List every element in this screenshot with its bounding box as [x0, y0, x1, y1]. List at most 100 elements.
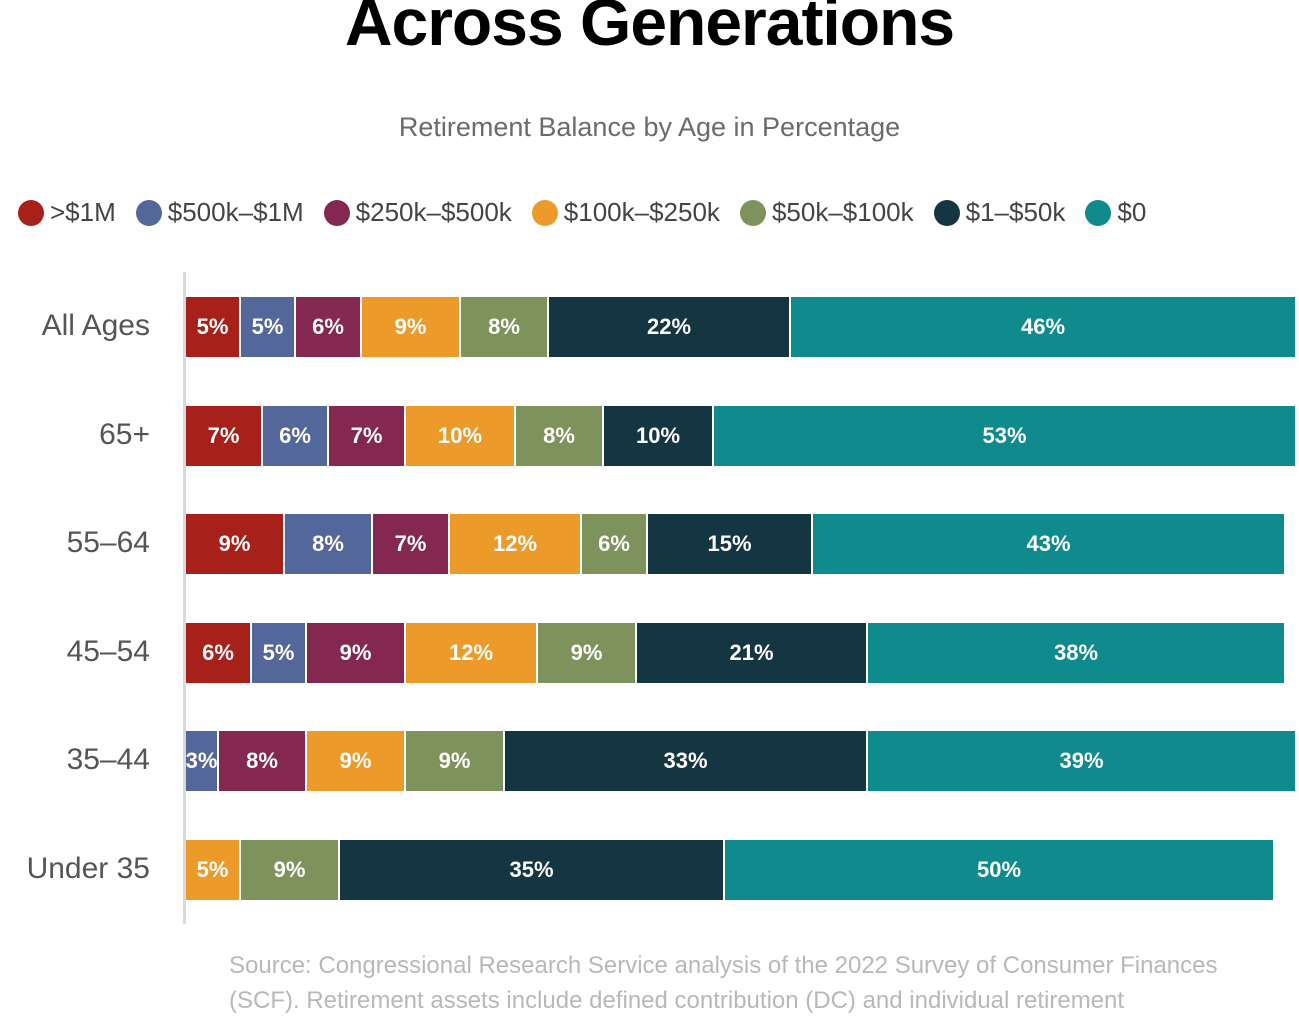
legend-swatch	[135, 199, 162, 226]
data-label: 7%	[350, 422, 383, 448]
data-label: 12%	[492, 531, 538, 556]
data-label: 5%	[196, 314, 229, 339]
legend-swatch	[1085, 199, 1112, 226]
data-label: 15%	[707, 531, 752, 556]
legend-label: >$1M	[50, 197, 116, 227]
data-label: 7%	[394, 531, 427, 556]
category-label: 65+	[99, 417, 150, 451]
data-label: 9%	[438, 748, 471, 773]
bar-segment: 6%	[296, 297, 360, 357]
legend-item: $50k–$100k	[739, 197, 914, 228]
data-label: 9%	[339, 639, 372, 665]
y-axis-line	[183, 272, 186, 924]
data-label: 10%	[635, 422, 681, 448]
category-label: 35–44	[66, 743, 150, 776]
category-label: All Ages	[41, 309, 150, 342]
data-label: 5%	[251, 314, 284, 339]
data-label: 38%	[1053, 639, 1099, 665]
legend-item: >$1M	[18, 197, 116, 228]
bar-segment: 6%	[186, 622, 250, 683]
bar-segment: 39%	[868, 731, 1295, 791]
data-label: 10%	[437, 422, 483, 448]
bar-segment: 9%	[538, 622, 635, 683]
bar-segment: 5%	[186, 839, 239, 900]
bar-segment: 9%	[362, 297, 459, 357]
data-label: 3%	[185, 748, 218, 773]
data-label: 46%	[1020, 314, 1066, 339]
data-label: 9%	[218, 531, 251, 556]
bar-segment: 46%	[791, 297, 1295, 357]
legend-item: $100k–$250k	[531, 197, 720, 228]
bar-segment: 8%	[219, 731, 305, 791]
data-label: 35%	[509, 856, 554, 882]
legend-label: $100k–$250k	[563, 197, 720, 227]
data-label: 9%	[394, 314, 427, 339]
chart-title: Across Generations	[344, 0, 955, 59]
legend-label: $0	[1117, 197, 1147, 227]
bar-segment: 43%	[813, 514, 1284, 574]
data-label: 22%	[646, 314, 692, 339]
data-label: 6%	[312, 314, 344, 339]
bar-segment: 22%	[549, 297, 789, 357]
bar-segment: 38%	[868, 622, 1284, 683]
legend-swatch	[531, 199, 558, 226]
legend-swatch	[739, 199, 766, 226]
legend-item: $500k–$1M	[135, 197, 304, 228]
category-label: Under 35	[26, 851, 150, 885]
bar-segment: 9%	[307, 622, 404, 683]
category-label: 45–54	[66, 634, 150, 668]
bar-segment: 10%	[406, 405, 514, 466]
bar-segment: 7%	[373, 514, 448, 574]
bar-segment: 3%	[186, 731, 217, 791]
bar-segment: 9%	[406, 731, 503, 791]
bar-segment: 9%	[186, 514, 283, 574]
bar-segment: 12%	[450, 514, 580, 574]
data-label: 5%	[196, 856, 229, 882]
data-label: 43%	[1026, 531, 1071, 556]
legend-swatch	[18, 199, 44, 226]
data-label: 39%	[1059, 748, 1104, 773]
data-label: 9%	[570, 639, 603, 665]
bar-segment: 50%	[725, 839, 1273, 900]
bar-segment: 9%	[307, 731, 404, 791]
bar-segment: 33%	[505, 731, 866, 791]
data-label: 8%	[488, 314, 520, 339]
data-label: 50%	[976, 856, 1022, 882]
legend-item: $0	[1085, 197, 1146, 228]
category-label: 55–64	[66, 526, 150, 559]
legend-label: $500k–$1M	[167, 197, 304, 227]
bar-segment: 8%	[285, 514, 371, 574]
data-label: 33%	[663, 748, 708, 773]
bar-segment: 12%	[406, 622, 536, 683]
bar-segment: 9%	[241, 839, 338, 900]
data-label: 8%	[246, 748, 278, 773]
legend-label: $1–$50k	[965, 197, 1066, 227]
bar-segment: 6%	[582, 514, 646, 574]
data-label: 21%	[729, 639, 774, 665]
data-label: 53%	[982, 422, 1027, 448]
legend-item: $1–$50k	[933, 197, 1066, 228]
bar-segment: 35%	[340, 839, 723, 900]
data-label: 8%	[312, 531, 344, 556]
legend-swatch	[933, 199, 960, 226]
bar-segment: 5%	[241, 297, 294, 357]
data-label: 12%	[448, 639, 494, 665]
legend-swatch	[323, 199, 350, 226]
legend: >$1M $500k–$1M $250k–$500k $100k–$250k $50k–…	[18, 197, 1288, 228]
data-label: 8%	[543, 422, 575, 448]
data-label: 9%	[339, 748, 372, 773]
data-label: 6%	[279, 422, 311, 448]
chart-subtitle: Retirement Balance by Age in Percentage	[398, 112, 901, 142]
bar-segment: 15%	[648, 514, 811, 574]
data-label: 5%	[262, 639, 295, 665]
bar-segment: 5%	[252, 622, 305, 683]
bar-segment: 7%	[329, 405, 404, 466]
data-label: 6%	[598, 531, 630, 556]
bar-segment: 5%	[186, 297, 239, 357]
data-label: 7%	[207, 422, 240, 448]
bar-segment: 6%	[263, 405, 327, 466]
bar-segment: 21%	[637, 622, 866, 683]
bar-segment: 8%	[461, 297, 547, 357]
data-label: 9%	[273, 856, 306, 882]
bar-segment: 53%	[714, 405, 1295, 466]
